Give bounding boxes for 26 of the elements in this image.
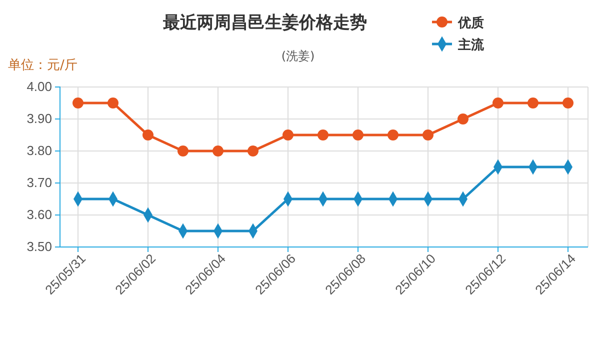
point <box>528 98 538 108</box>
point <box>72 98 84 108</box>
point <box>142 130 154 140</box>
y-tick-label: 4.00 <box>26 79 52 94</box>
y-tick-label: 3.80 <box>26 143 52 158</box>
y-tick-label: 3.50 <box>26 239 52 254</box>
point <box>352 130 364 140</box>
point <box>422 130 434 140</box>
legend-label: 主流 <box>457 37 485 53</box>
point <box>562 98 574 108</box>
point <box>388 130 398 140</box>
chart-subtitle: (洗姜) <box>281 49 315 63</box>
point <box>108 98 118 108</box>
y-tick-label: 3.90 <box>26 111 52 126</box>
point <box>318 130 328 140</box>
point <box>248 146 258 156</box>
point <box>492 98 504 108</box>
y-tick-label: 3.60 <box>26 207 52 222</box>
point <box>178 146 188 156</box>
point <box>458 114 468 124</box>
point <box>212 146 224 156</box>
y-tick-label: 3.70 <box>26 175 52 190</box>
legend-label: 优质 <box>457 15 484 31</box>
point <box>282 130 294 140</box>
y-axis-title: 单位：元/斤 <box>8 58 78 73</box>
chart-title: 最近两周昌邑生姜价格走势 <box>162 12 367 33</box>
